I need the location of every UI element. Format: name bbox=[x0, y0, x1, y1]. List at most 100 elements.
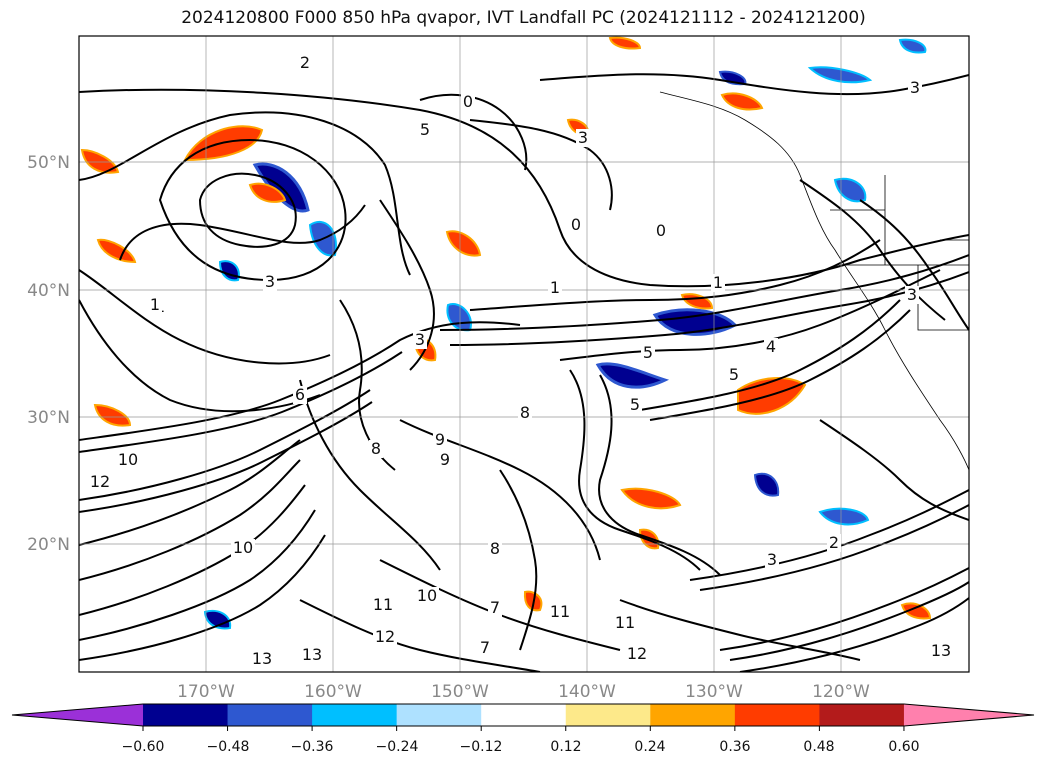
lon-label-130w: 130°W bbox=[685, 682, 743, 702]
lon-label-160w: 160°W bbox=[304, 682, 362, 702]
colorbar-segment bbox=[396, 704, 482, 726]
contour-label-bg bbox=[641, 344, 655, 362]
colorbar-tick-label: −0.48 bbox=[207, 739, 250, 755]
patch-orange bbox=[720, 92, 764, 111]
colorbar-tick-label: 0.12 bbox=[550, 739, 581, 755]
contour-label: 5 bbox=[420, 120, 430, 139]
patch-orange bbox=[80, 148, 120, 174]
contour-label: 11 bbox=[550, 602, 570, 621]
contour-label: 7 bbox=[490, 598, 500, 617]
contour-label-bg bbox=[478, 639, 492, 657]
contour-label: 13 bbox=[252, 649, 272, 668]
contour-label: 3 bbox=[767, 550, 777, 569]
colorbar-segment bbox=[565, 704, 651, 726]
patch-orange bbox=[445, 230, 482, 257]
contour-label: 1 bbox=[550, 278, 560, 297]
patch-orange bbox=[96, 238, 137, 264]
patch-orange bbox=[608, 36, 642, 50]
colorbar-tick-label: 0.24 bbox=[634, 739, 665, 755]
contour-label: 8 bbox=[520, 403, 530, 422]
lon-label-120w: 120°W bbox=[812, 682, 870, 702]
contour-label-bg bbox=[263, 273, 277, 291]
contour-label-bg bbox=[415, 587, 439, 605]
contour-label-bg bbox=[548, 603, 572, 621]
contour-label: 5 bbox=[729, 365, 739, 384]
contour-label: 13 bbox=[302, 645, 322, 664]
contour-label: 8 bbox=[490, 539, 500, 558]
contour-label: 12 bbox=[375, 627, 395, 646]
contour-label-bg bbox=[576, 129, 590, 147]
contour-label: 1 bbox=[713, 273, 723, 292]
contour-label: 10 bbox=[233, 538, 253, 557]
contour-label: 12 bbox=[627, 644, 647, 663]
lat-label-20n: 20°N bbox=[27, 535, 70, 555]
contour-label-bg bbox=[908, 79, 922, 97]
lat-label-30n: 30°N bbox=[27, 408, 70, 428]
contour-label-bg bbox=[727, 366, 741, 384]
contour-label: 2 bbox=[829, 533, 839, 552]
contour-label: 1 bbox=[150, 295, 160, 314]
contour-label-bg bbox=[373, 628, 397, 646]
contour-label: 2 bbox=[300, 53, 310, 72]
contour-label-bg bbox=[628, 396, 642, 414]
contour-labels: 2035130013315435528981012101110111171213… bbox=[88, 53, 953, 668]
map-title: 2024120800 F000 850 hPa qvapor, IVT Land… bbox=[181, 8, 866, 28]
contour-label: 13 bbox=[931, 641, 951, 660]
contour-label-bg bbox=[488, 540, 502, 558]
lat-label-50n: 50°N bbox=[27, 153, 70, 173]
patch-orange bbox=[93, 403, 132, 427]
contour-label-bg bbox=[654, 222, 668, 240]
contour-label-bg bbox=[148, 296, 162, 314]
contour-label-bg bbox=[88, 473, 112, 491]
contour-label-bg bbox=[418, 121, 432, 139]
colorbar-segment bbox=[227, 704, 313, 726]
contour-label: 4 bbox=[766, 337, 776, 356]
contour-label: 12 bbox=[90, 472, 110, 491]
contour-label: 7 bbox=[480, 638, 490, 657]
patch-blue bbox=[807, 66, 873, 84]
colorbar-extend-high bbox=[903, 704, 1034, 726]
contour-label: 0 bbox=[656, 221, 666, 240]
patch-orange bbox=[248, 182, 287, 203]
contour-label-bg bbox=[488, 599, 502, 617]
contour-label-bg bbox=[548, 279, 562, 297]
contour-label: 3 bbox=[578, 128, 588, 147]
contour-label-bg bbox=[929, 642, 953, 660]
contour-label: 9 bbox=[435, 430, 445, 449]
lon-label-150w: 150°W bbox=[431, 682, 489, 702]
colorbar-segment bbox=[312, 704, 398, 726]
contour-label-bg bbox=[231, 539, 255, 557]
contour-label: 0 bbox=[463, 92, 473, 111]
contour-label: 11 bbox=[615, 613, 635, 632]
colorbar bbox=[11, 703, 1035, 731]
contour-label-bg bbox=[438, 451, 452, 469]
colorbar-segment bbox=[481, 704, 567, 726]
contour-label: 11 bbox=[373, 595, 393, 614]
contour-label-bg bbox=[827, 534, 841, 552]
contour-label-bg bbox=[300, 646, 324, 664]
contour-label: 0 bbox=[571, 215, 581, 234]
patch-blue bbox=[898, 38, 927, 54]
patch-blue bbox=[753, 472, 780, 497]
ivt-contours bbox=[79, 73, 969, 672]
contour-label-bg bbox=[293, 386, 307, 404]
contour-label: 3 bbox=[907, 285, 917, 304]
colorbar-extend-low bbox=[12, 704, 143, 726]
colorbar-segment bbox=[143, 704, 229, 726]
colorbar-segment bbox=[819, 704, 905, 726]
colorbar-tick-label: −0.24 bbox=[376, 739, 419, 755]
contour-label-bg bbox=[711, 274, 725, 292]
contour-label-bg bbox=[250, 650, 274, 668]
contour-label: 3 bbox=[910, 78, 920, 97]
contour-label-bg bbox=[765, 551, 779, 569]
contour-label-bg bbox=[764, 338, 778, 356]
patch-orange bbox=[620, 487, 682, 510]
colorbar-segment bbox=[650, 704, 736, 726]
colorbar-segment bbox=[734, 704, 820, 726]
contour-label-bg bbox=[433, 431, 447, 449]
colorbar-tick-label: −0.12 bbox=[460, 739, 503, 755]
colorbar-tick-label: −0.60 bbox=[122, 739, 165, 755]
contour-label: 10 bbox=[118, 450, 138, 469]
contour-label-bg bbox=[625, 645, 649, 663]
